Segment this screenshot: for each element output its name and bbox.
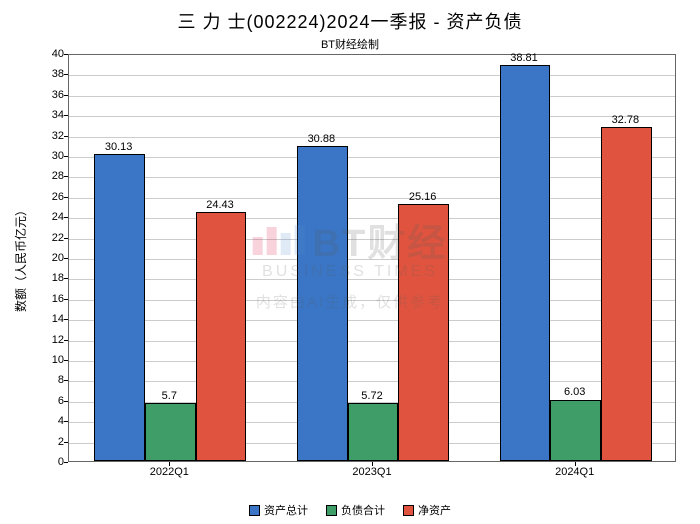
bar bbox=[297, 146, 348, 461]
y-tick-label: 10 bbox=[34, 354, 64, 366]
x-tick-mark bbox=[575, 462, 576, 466]
gridline bbox=[69, 320, 675, 321]
y-tick-label: 16 bbox=[34, 293, 64, 305]
gridline bbox=[69, 381, 675, 382]
legend-item: 负债合计 bbox=[326, 502, 385, 518]
y-tick-mark bbox=[64, 462, 68, 463]
y-axis-label: 数额（人民币亿元） bbox=[12, 204, 29, 312]
bar bbox=[348, 403, 399, 461]
bar bbox=[398, 204, 449, 461]
y-tick-mark bbox=[64, 258, 68, 259]
y-tick-mark bbox=[64, 115, 68, 116]
legend-swatch bbox=[403, 505, 414, 516]
y-tick-label: 0 bbox=[34, 456, 64, 468]
y-tick-mark bbox=[64, 54, 68, 55]
y-tick-label: 8 bbox=[34, 374, 64, 386]
bar bbox=[145, 403, 196, 461]
gridline bbox=[69, 177, 675, 178]
y-tick-label: 28 bbox=[34, 170, 64, 182]
gridline bbox=[69, 96, 675, 97]
y-tick-label: 34 bbox=[34, 109, 64, 121]
gridline bbox=[69, 279, 675, 280]
legend-item: 净资产 bbox=[403, 502, 451, 518]
y-tick-label: 24 bbox=[34, 211, 64, 223]
gridline bbox=[69, 361, 675, 362]
y-tick-label: 38 bbox=[34, 68, 64, 80]
gridline bbox=[69, 300, 675, 301]
y-tick-label: 2 bbox=[34, 436, 64, 448]
bar bbox=[500, 65, 551, 461]
y-tick-label: 6 bbox=[34, 395, 64, 407]
y-tick-mark bbox=[64, 95, 68, 96]
legend-label: 净资产 bbox=[418, 502, 451, 518]
bar-value-label: 6.03 bbox=[564, 386, 585, 398]
y-tick-mark bbox=[64, 74, 68, 75]
gridline bbox=[69, 75, 675, 76]
legend-label: 资产总计 bbox=[264, 502, 308, 518]
y-tick-mark bbox=[64, 442, 68, 443]
y-tick-label: 32 bbox=[34, 130, 64, 142]
y-tick-label: 30 bbox=[34, 150, 64, 162]
legend-label: 负债合计 bbox=[341, 502, 385, 518]
gridline bbox=[69, 198, 675, 199]
y-tick-mark bbox=[64, 136, 68, 137]
x-tick-label: 2024Q1 bbox=[555, 466, 594, 478]
gridline bbox=[69, 116, 675, 117]
bar bbox=[196, 212, 247, 461]
bar bbox=[94, 154, 145, 461]
bar-value-label: 30.13 bbox=[105, 141, 133, 153]
y-tick-mark bbox=[64, 299, 68, 300]
x-tick-mark bbox=[372, 462, 373, 466]
y-tick-mark bbox=[64, 197, 68, 198]
gridline bbox=[69, 218, 675, 219]
gridline bbox=[69, 239, 675, 240]
y-tick-label: 36 bbox=[34, 89, 64, 101]
y-tick-label: 22 bbox=[34, 232, 64, 244]
bar-value-label: 5.7 bbox=[162, 390, 177, 402]
y-tick-label: 4 bbox=[34, 415, 64, 427]
bar-value-label: 32.78 bbox=[612, 114, 640, 126]
y-tick-label: 14 bbox=[34, 313, 64, 325]
x-tick-label: 2022Q1 bbox=[150, 466, 189, 478]
y-tick-mark bbox=[64, 360, 68, 361]
y-tick-label: 18 bbox=[34, 272, 64, 284]
gridline bbox=[69, 259, 675, 260]
y-tick-label: 40 bbox=[34, 48, 64, 60]
bar-value-label: 5.72 bbox=[361, 390, 382, 402]
gridline bbox=[69, 341, 675, 342]
bar-value-label: 24.43 bbox=[206, 199, 234, 211]
y-tick-mark bbox=[64, 380, 68, 381]
gridline bbox=[69, 157, 675, 158]
legend-swatch bbox=[249, 505, 260, 516]
y-tick-mark bbox=[64, 278, 68, 279]
bar bbox=[601, 127, 652, 461]
y-tick-mark bbox=[64, 156, 68, 157]
bar-value-label: 38.81 bbox=[510, 52, 538, 64]
y-tick-mark bbox=[64, 217, 68, 218]
y-tick-mark bbox=[64, 176, 68, 177]
bar-value-label: 25.16 bbox=[409, 191, 437, 203]
y-tick-mark bbox=[64, 238, 68, 239]
gridline bbox=[69, 137, 675, 138]
y-tick-label: 26 bbox=[34, 191, 64, 203]
legend-swatch bbox=[326, 505, 337, 516]
bar bbox=[550, 400, 601, 462]
y-tick-mark bbox=[64, 319, 68, 320]
chart-subtitle: BT财经绘制 bbox=[0, 34, 700, 52]
y-tick-label: 12 bbox=[34, 334, 64, 346]
chart-title: 三 力 士(002224)2024一季报 - 资产负债 bbox=[0, 0, 700, 34]
y-tick-label: 20 bbox=[34, 252, 64, 264]
y-tick-mark bbox=[64, 401, 68, 402]
y-tick-mark bbox=[64, 421, 68, 422]
x-tick-mark bbox=[169, 462, 170, 466]
legend: 资产总计 负债合计 净资产 bbox=[249, 502, 451, 518]
legend-item: 资产总计 bbox=[249, 502, 308, 518]
bar-value-label: 30.88 bbox=[308, 133, 336, 145]
x-tick-label: 2023Q1 bbox=[352, 466, 391, 478]
y-tick-mark bbox=[64, 340, 68, 341]
